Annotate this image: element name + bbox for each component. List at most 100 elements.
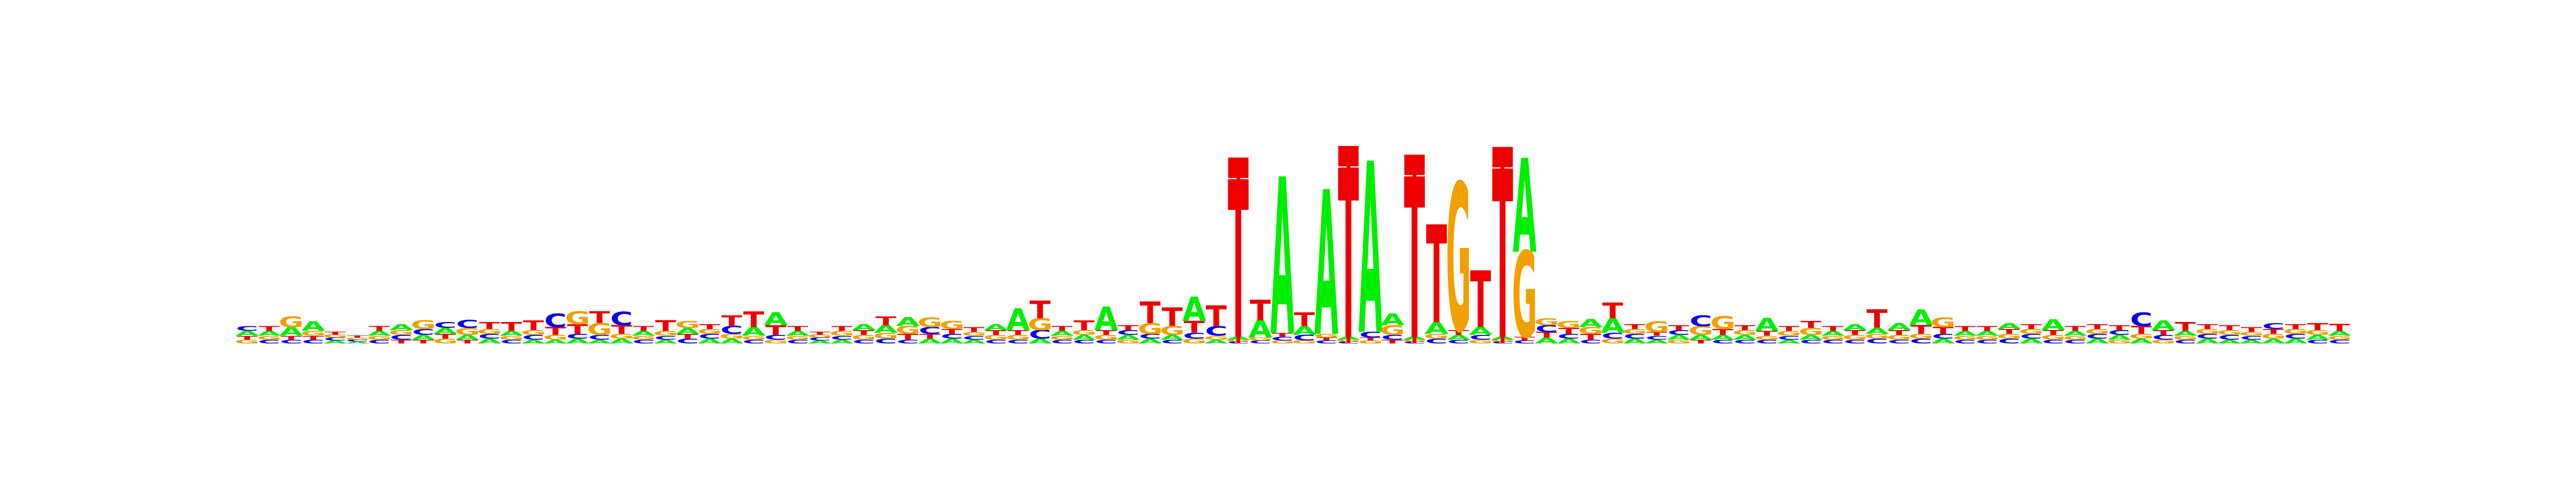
logo-letter-c: C [302, 339, 325, 345]
logo-letter-a: A [1380, 310, 1404, 329]
logo-letter-a: A [1006, 303, 1030, 338]
logo-letter-g: G [1864, 332, 1890, 340]
logo-letter-t: T [1360, 337, 1381, 342]
logo-marker-square [1404, 155, 1425, 175]
logo-letter-t: T [259, 325, 280, 333]
logo-letter-a: A [324, 340, 348, 345]
logo-letter-g: G [1248, 337, 1273, 342]
logo-letter-g: G [389, 328, 414, 336]
logo-letter-g: G [521, 328, 546, 336]
logo-letter-a: A [1072, 333, 1096, 341]
logo-letter-g: G [1600, 337, 1626, 345]
logo-letter-t: T [1118, 324, 1139, 332]
logo-letter-t: T [1316, 337, 1337, 342]
logo-letter-a: A [2218, 339, 2242, 345]
logo-letter-a: A [1777, 339, 1801, 345]
logo-letter-c: C [1910, 337, 1933, 345]
logo-letter-g: G [1886, 333, 1912, 341]
logo-letter-g: G [1292, 340, 1317, 345]
logo-letter-a: A [984, 323, 1008, 332]
logo-letter-a: A [1667, 333, 1690, 341]
logo-letter-c: C [2240, 335, 2263, 341]
logo-letter-a: A [235, 330, 259, 338]
logo-letter-a: A [808, 340, 832, 345]
logo-letter-g: G [675, 319, 700, 330]
logo-letter-a: A [1182, 290, 1206, 330]
logo-letter-c: C [324, 337, 347, 342]
logo-letter-g: G [2129, 332, 2154, 340]
logo-letter-t: T [479, 320, 500, 331]
logo-marker-square [1338, 146, 1359, 166]
logo-letter-c: C [1315, 340, 1338, 345]
logo-letter-g: G [807, 334, 832, 339]
logo-letter-c: C [368, 339, 391, 345]
logo-letter-g: G [2018, 327, 2044, 335]
logo-letter-a: A [2019, 337, 2043, 345]
logo-letter-c: C [346, 339, 369, 342]
logo-letter-a: A [478, 337, 501, 345]
logo-letter-t: T [1558, 326, 1579, 336]
logo-letter-t: T [765, 323, 786, 338]
logo-letter-c: C [1447, 339, 1470, 345]
logo-letter-c: C [1799, 339, 1822, 345]
logo-letter-a: A [786, 330, 809, 338]
logo-letter-g: G [961, 331, 986, 337]
logo-letter-t: T [699, 323, 721, 331]
logo-letter-g: G [2084, 327, 2110, 335]
logo-letter-t: T [1382, 339, 1403, 345]
logo-letter-c: C [897, 339, 919, 345]
logo-letter-a: A [632, 330, 655, 338]
logo-letter-g: G [1358, 340, 1383, 345]
logo-letter-c: C [1777, 335, 1800, 341]
logo-letter-c: C [1161, 339, 1183, 345]
logo-letter-a: A [830, 339, 854, 345]
logo-letter-t: T [985, 328, 1007, 336]
logo-letter-c: C [853, 339, 875, 345]
logo-letter-a: A [1050, 330, 1074, 338]
logo-letter-c: C [588, 333, 611, 341]
logo-letter-a: A [1689, 333, 1713, 341]
logo-letter-g: G [257, 335, 282, 341]
logo-letter-t: T [2109, 324, 2131, 332]
logo-letter-t: T [1029, 296, 1050, 324]
logo-letter-a: A [257, 330, 281, 338]
logo-letter-c: C [654, 335, 677, 341]
logo-letter-c: C [1073, 339, 1095, 345]
logo-letter-c: C [2108, 328, 2131, 336]
logo-letter-g: G [1446, 142, 1471, 378]
logo-letter-a: A [764, 309, 787, 330]
logo-letter-c: C [258, 339, 281, 345]
logo-letter-g: G [631, 335, 656, 341]
logo-letter-t: T [589, 309, 610, 327]
logo-letter-t: T [809, 331, 830, 336]
logo-letter-a: A [676, 326, 700, 336]
logo-letter-g: G [587, 320, 612, 339]
logo-letter-a: A [1292, 324, 1316, 338]
logo-letter-c: C [1183, 331, 1205, 341]
logo-letter-t: T [2197, 323, 2219, 331]
logo-letter-c: C [1359, 330, 1382, 340]
logo-letter-t: T [1602, 298, 1623, 324]
logo-letter-c: C [1425, 337, 1448, 345]
logo-letter-t: T [435, 332, 456, 340]
logo-letter-g: G [367, 335, 392, 341]
logo-letter-a: A [1314, 150, 1338, 381]
logo-markers [1228, 146, 1513, 343]
logo-letter-t: T [1206, 300, 1227, 333]
logo-letter-t: T [677, 332, 699, 340]
logo-letter-t: T [1779, 325, 1800, 333]
logo-letter-t: T [1668, 324, 1690, 332]
logo-letter-g: G [2261, 332, 2286, 340]
logo-letter-g: G [411, 318, 436, 332]
logo-letter-t: T [1867, 305, 1887, 334]
logo-letter-c: C [831, 335, 853, 341]
logo-letter-a: A [1755, 315, 1779, 335]
logo-letter-a: A [1557, 337, 1580, 345]
logo-letter-t: T [1074, 318, 1095, 333]
logo-letter-g: G [499, 335, 524, 341]
logo-letter-c: C [1667, 328, 1690, 336]
logo-letter-a: A [2328, 330, 2351, 338]
logo-letter-a: A [1204, 339, 1228, 345]
logo-letter-a: A [918, 337, 942, 345]
logo-letter-c: C [2130, 309, 2153, 331]
